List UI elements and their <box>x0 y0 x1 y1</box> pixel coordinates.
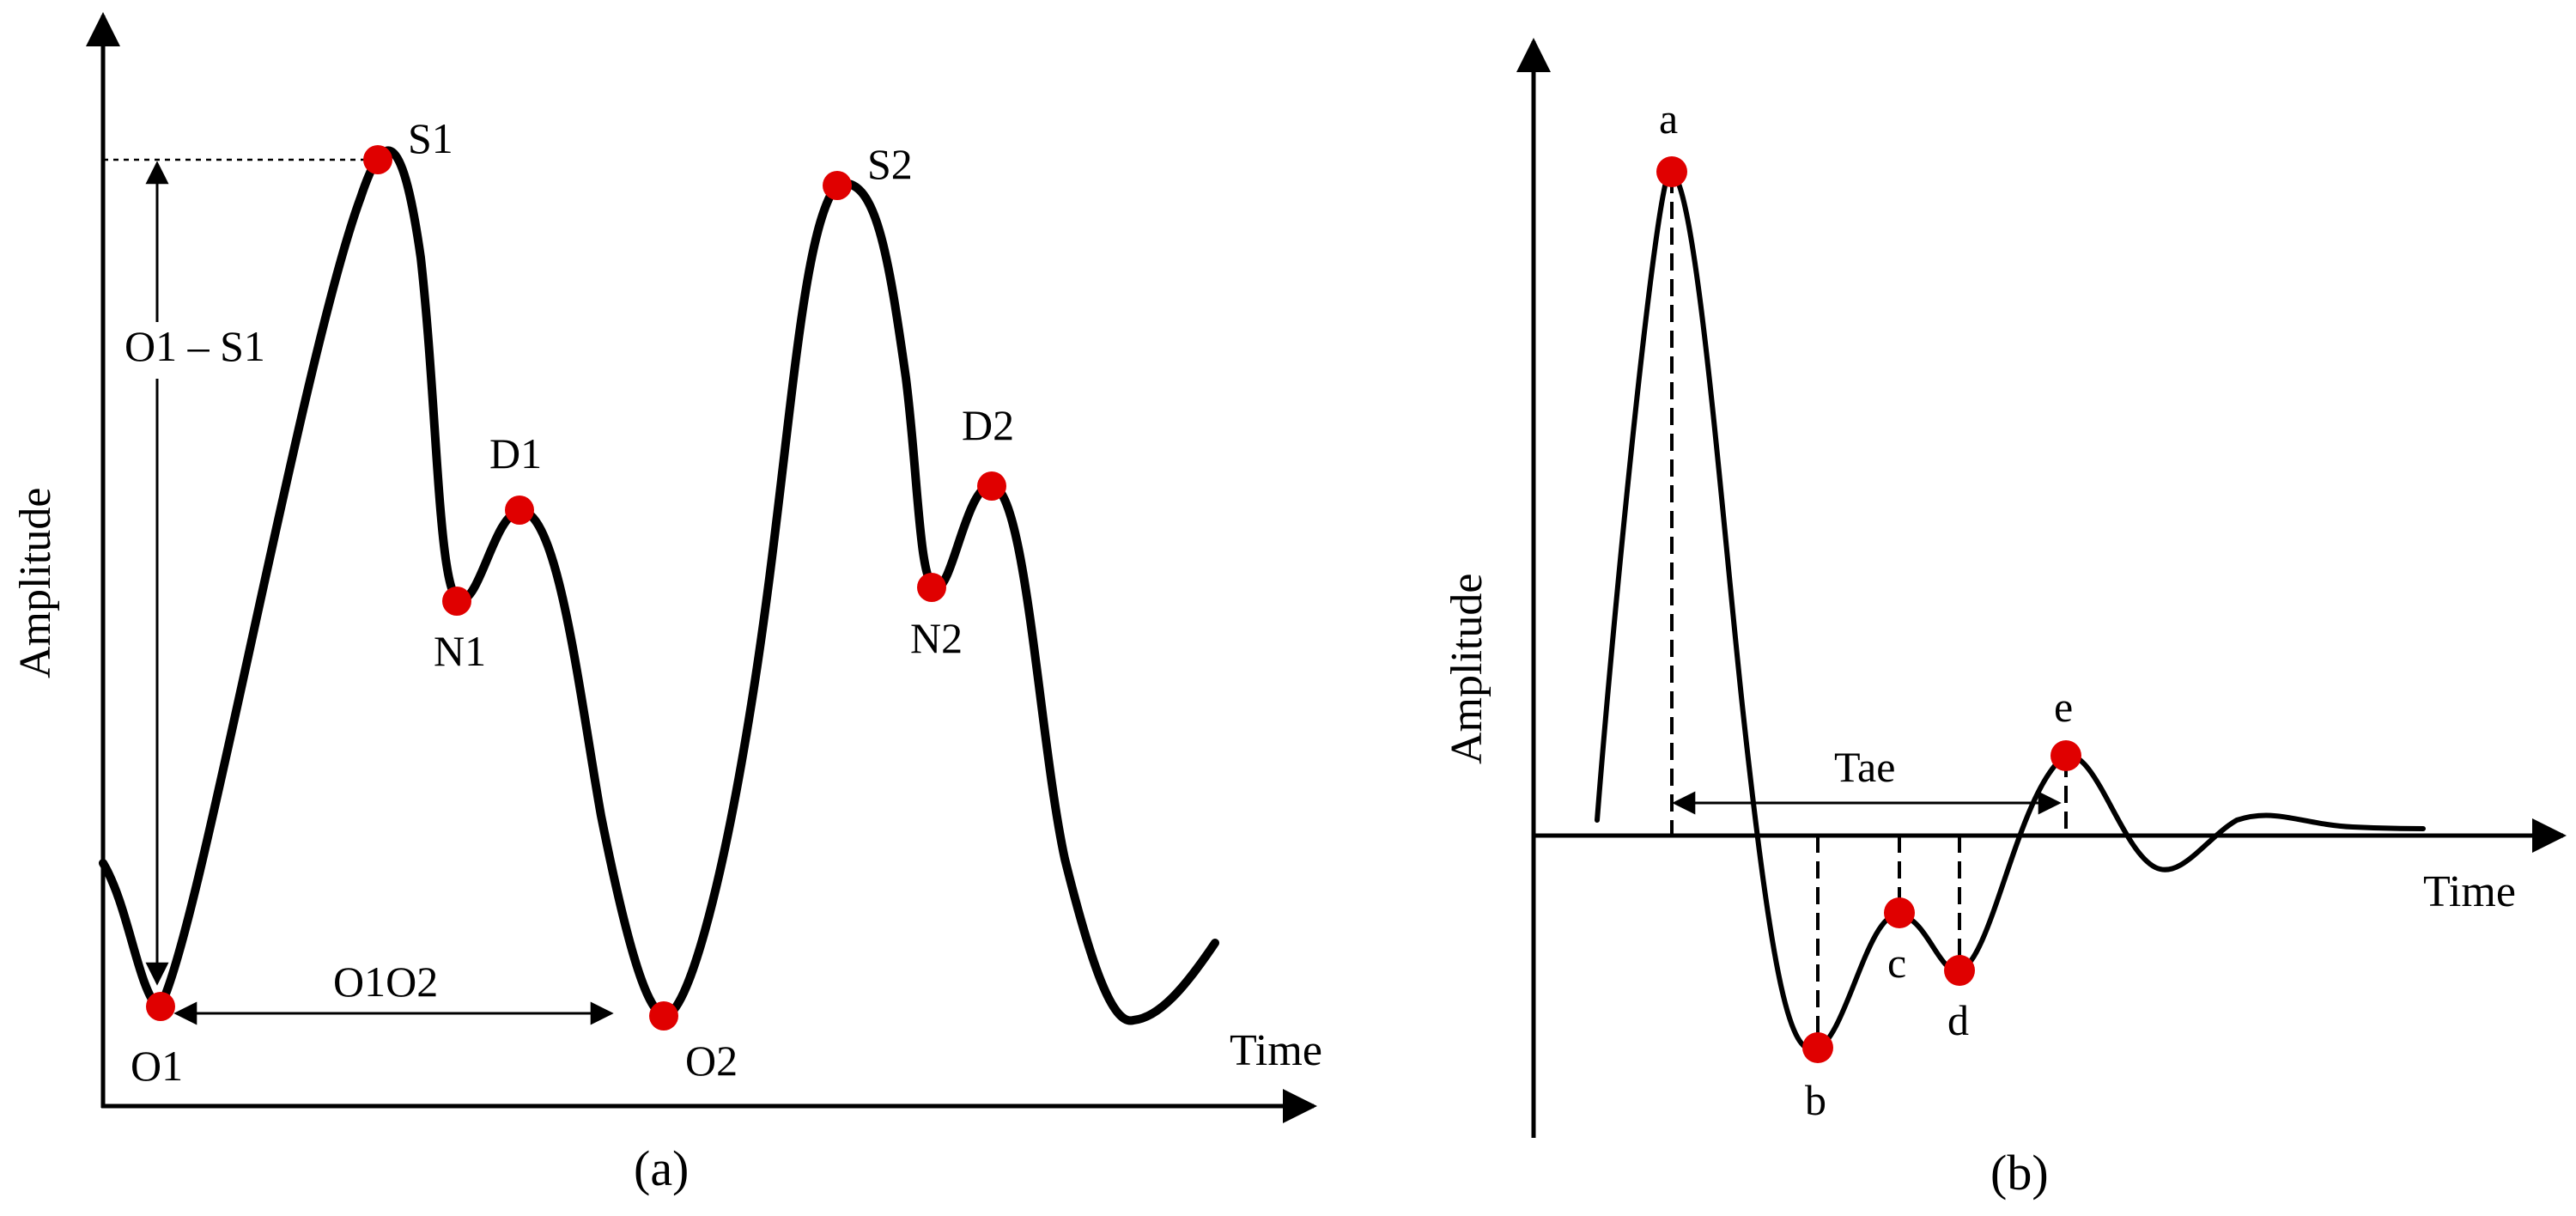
panel-a-point-s1 <box>363 145 392 174</box>
panel-a-point-o1 <box>146 992 175 1021</box>
panel-a-label-s2: S2 <box>867 140 913 188</box>
panel-a-point-d1 <box>505 496 534 525</box>
panel-a-o1o2-label: O1O2 <box>333 958 438 1006</box>
panel-a-waveform <box>99 146 1219 1025</box>
panel-b-label-b: b <box>1805 1076 1826 1124</box>
panel-a-point-s2 <box>823 171 852 200</box>
panel-a-label-s1: S1 <box>408 114 453 162</box>
panel-b-tae-label: Tae <box>1834 743 1895 791</box>
panel-a-label-o2: O2 <box>685 1037 738 1085</box>
panel-b-point-a <box>1656 156 1687 187</box>
panel-a-y-label: Amplitude <box>11 488 60 678</box>
panel-a-caption: (a) <box>634 1140 689 1196</box>
panel-b-label-d: d <box>1947 996 1969 1044</box>
panel-b-point-e <box>2050 740 2081 771</box>
panel-b-caption: (b) <box>1990 1145 2049 1201</box>
panel-a-o1-s1-label: O1 – S1 <box>125 322 265 370</box>
panel-a-point-n1 <box>442 587 471 616</box>
panel-a-label-d1: D1 <box>489 429 542 477</box>
panel-a-label-o1: O1 <box>131 1042 183 1090</box>
panel-a-x-label: Time <box>1230 1026 1322 1075</box>
panel-a-label-d2: D2 <box>962 401 1014 449</box>
panel-b-label-c: c <box>1887 939 1906 987</box>
panel-b-x-label: Time <box>2423 867 2516 916</box>
panel-b-point-c <box>1884 897 1915 928</box>
panel-b-point-d <box>1944 955 1975 986</box>
panel-a-point-n2 <box>917 573 946 602</box>
panel-b-point-b <box>1802 1032 1833 1063</box>
panel-a-label-n1: N1 <box>434 627 486 675</box>
panel-a-label-n2: N2 <box>910 614 963 662</box>
panel-a-point-o2 <box>649 1001 678 1031</box>
panel-a: O1 – S1 O1O2 S1 N1 D1 O1 S2 N2 D2 O2 Tim… <box>11 12 1322 1196</box>
panel-b: Tae a b c d e Time Amplitude (b) <box>1443 38 2567 1201</box>
panel-b-label-a: a <box>1659 94 1678 143</box>
panel-b-label-e: e <box>2054 683 2073 731</box>
panel-b-y-label: Amplitude <box>1443 574 1492 764</box>
panel-a-point-d2 <box>977 471 1006 501</box>
panel-b-waveform <box>1595 168 2426 1053</box>
